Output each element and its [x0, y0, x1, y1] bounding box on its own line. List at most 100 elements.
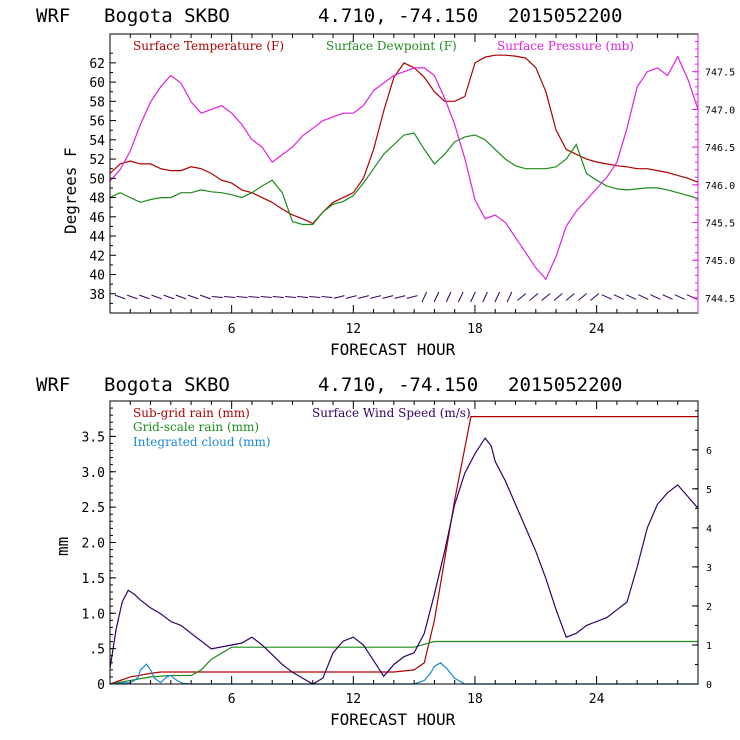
y-tick-label: 44 — [89, 230, 105, 245]
y2-tick-label: 4 — [706, 524, 712, 535]
wind-barb — [565, 293, 575, 301]
wind-barb — [421, 291, 428, 303]
wind-barb — [151, 294, 162, 300]
wind-barb — [260, 296, 272, 298]
subgrid-rain-line — [109, 416, 698, 685]
gridscale-rain-line — [109, 640, 698, 685]
wind-barb — [284, 296, 296, 298]
wind-barb — [139, 294, 150, 300]
wind-barb — [506, 291, 513, 303]
legend-subgrid-rain: Sub-grid rain (mm) — [133, 406, 250, 420]
wind-barb — [613, 294, 625, 300]
wind-barb — [333, 295, 345, 299]
wind-barb — [370, 295, 382, 299]
integrated-cloud-line — [109, 662, 698, 685]
y-tick-label: 2.0 — [82, 537, 105, 552]
y2-tick-label: 747.5 — [705, 68, 735, 79]
y2-tick-label: 6 — [706, 446, 712, 457]
wind-barb — [482, 291, 488, 303]
y2-tick-label: 5 — [706, 485, 712, 496]
y2-tick-label: 747.0 — [705, 105, 735, 116]
chart2-ylabel: mm — [53, 537, 72, 556]
x-tick-label: 12 — [345, 322, 361, 337]
y2-tick-label: 1 — [706, 641, 712, 652]
wind-barb — [601, 294, 612, 300]
wind-barb — [297, 296, 309, 298]
y2-tick-label: 746.0 — [705, 181, 735, 192]
wind-barb — [457, 291, 464, 303]
wind-speed-line — [109, 437, 699, 685]
y-tick-label: 3.0 — [82, 466, 105, 481]
wind-barb — [553, 293, 563, 301]
x-tick-label: 18 — [467, 692, 483, 707]
chart2-plot-area — [109, 416, 699, 685]
y-tick-label: 40 — [89, 269, 105, 284]
wind-barb — [662, 294, 673, 300]
y-tick-label: 52 — [89, 153, 105, 168]
wind-barb — [650, 294, 661, 300]
chart1-model: WRF — [36, 5, 70, 27]
x-tick-label: 6 — [228, 322, 236, 337]
chart1-station: Bogota SKBO — [104, 5, 230, 27]
x-tick-label: 6 — [228, 692, 236, 707]
legend-gridscale-rain: Grid-scale rain (mm) — [133, 420, 259, 434]
wind-barb — [433, 291, 440, 303]
y2-tick-label: 744.5 — [705, 294, 735, 305]
chart1-init: 2015052200 — [508, 5, 622, 27]
y-tick-label: 0 — [97, 678, 105, 693]
y-tick-label: 2.5 — [82, 501, 105, 516]
x-tick-label: 12 — [345, 692, 361, 707]
wind-barb — [199, 294, 211, 300]
wind-barb — [625, 294, 637, 300]
x-tick-label: 24 — [589, 322, 605, 337]
y2-tick-label: 2 — [706, 602, 712, 613]
wind-barb — [674, 294, 685, 300]
y-tick-label: 42 — [89, 249, 105, 264]
wind-barb — [187, 294, 199, 300]
y-tick-label: 1.5 — [82, 572, 105, 587]
y-tick-label: 60 — [89, 76, 105, 91]
wind-barb — [541, 293, 551, 301]
wind-barb — [163, 294, 175, 300]
wind-barb — [114, 294, 126, 300]
legend-integrated-cloud: Integrated cloud (mm) — [133, 435, 271, 449]
temperature-chart: WRF Bogota SKBO 4.710, -74.150 201505220… — [36, 5, 735, 359]
y2-tick-label: 746.5 — [705, 143, 735, 154]
wind-barb — [494, 291, 501, 303]
y-tick-label: 62 — [89, 57, 105, 72]
chart2-coords: 4.710, -74.150 — [318, 374, 478, 396]
legend-surface-dewpoint: Surface Dewpoint (F) — [326, 39, 457, 53]
y2-tick-label: 3 — [706, 563, 712, 574]
wind-barbs — [114, 291, 698, 303]
y-tick-label: 54 — [89, 134, 105, 149]
wind-barb — [248, 296, 260, 298]
chart2-model: WRF — [36, 374, 70, 396]
wind-barb — [175, 294, 187, 300]
temperature-line — [109, 54, 699, 225]
x-tick-label: 24 — [589, 692, 605, 707]
wind-barb — [382, 295, 394, 299]
y-tick-label: 3.5 — [82, 430, 105, 445]
y-tick-label: 46 — [89, 211, 105, 226]
pressure-line — [109, 55, 699, 281]
y-tick-label: 38 — [89, 288, 105, 303]
chart1-ticks: 38 40 42 44 46 48 50 52 54 56 58 60 62 747.5 747.0 746.… — [89, 34, 735, 337]
legend-surface-wind-speed: Surface Wind Speed (m/s) — [312, 406, 471, 420]
chart1-ylabel: Degrees F — [61, 147, 80, 234]
y-tick-label: 1.0 — [82, 607, 105, 622]
wind-barb — [321, 296, 333, 298]
wind-barb — [224, 296, 236, 298]
wind-barb — [126, 294, 138, 300]
y-tick-label: .5 — [89, 643, 105, 658]
y-tick-label: 56 — [89, 115, 105, 130]
wind-barb — [686, 294, 698, 300]
y2-tick-label: 745.0 — [705, 256, 735, 267]
wind-barb — [470, 291, 476, 303]
chart2-station: Bogota SKBO — [104, 374, 230, 396]
wind-barb — [517, 293, 527, 301]
wind-barb — [211, 296, 223, 298]
wind-barb — [309, 296, 321, 298]
y-tick-label: 48 — [89, 192, 105, 207]
chart1-coords: 4.710, -74.150 — [318, 5, 478, 27]
